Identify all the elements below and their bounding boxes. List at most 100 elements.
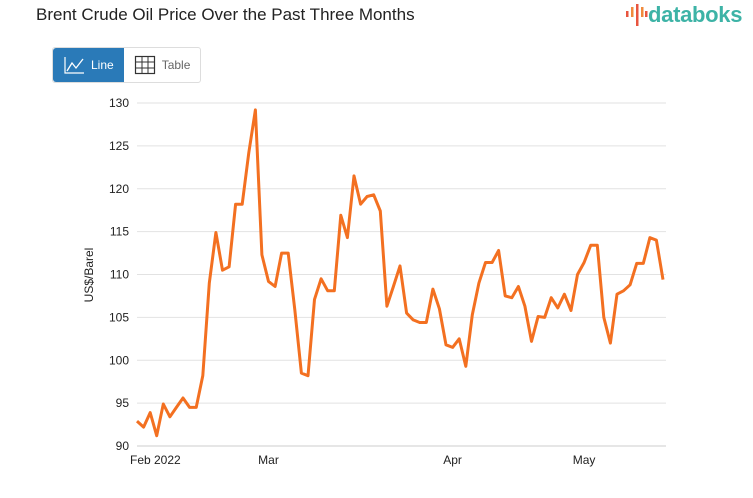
data-point[interactable] <box>397 263 403 269</box>
data-point[interactable] <box>482 259 488 265</box>
data-point[interactable] <box>384 303 390 309</box>
data-point[interactable] <box>371 192 377 198</box>
data-point[interactable] <box>647 235 653 241</box>
data-point[interactable] <box>285 250 291 256</box>
data-point[interactable] <box>463 363 469 369</box>
data-point[interactable] <box>279 250 285 256</box>
data-point[interactable] <box>522 303 528 309</box>
data-point[interactable] <box>529 338 535 344</box>
data-point[interactable] <box>561 291 567 297</box>
data-point[interactable] <box>423 320 429 326</box>
data-point[interactable] <box>430 286 436 292</box>
data-point[interactable] <box>187 404 193 410</box>
y-axis-title: US$/Barel <box>82 248 96 303</box>
data-point[interactable] <box>515 284 521 290</box>
data-point[interactable] <box>588 242 594 248</box>
logo-bars-icon <box>626 4 648 26</box>
data-point[interactable] <box>344 235 350 241</box>
y-tick-label: 100 <box>109 353 129 367</box>
y-tick-label: 95 <box>116 396 130 410</box>
x-tick-label: Feb 2022 <box>130 453 181 467</box>
data-point[interactable] <box>305 373 311 379</box>
data-point[interactable] <box>390 284 396 290</box>
data-point[interactable] <box>634 260 640 266</box>
data-point[interactable] <box>509 295 515 301</box>
data-point[interactable] <box>193 404 199 410</box>
data-point[interactable] <box>325 288 331 294</box>
line-view-button[interactable]: Line <box>53 48 124 82</box>
data-point[interactable] <box>160 401 166 407</box>
data-point[interactable] <box>594 242 600 248</box>
data-point[interactable] <box>167 414 173 420</box>
data-point[interactable] <box>614 291 620 297</box>
data-point[interactable] <box>318 276 324 282</box>
data-point[interactable] <box>364 193 370 199</box>
logo-text: databoks <box>648 2 743 27</box>
data-point[interactable] <box>555 305 561 311</box>
data-point[interactable] <box>404 310 410 316</box>
data-point[interactable] <box>233 201 239 207</box>
data-point[interactable] <box>502 293 508 299</box>
data-point[interactable] <box>180 395 186 401</box>
data-point[interactable] <box>252 107 258 113</box>
table-view-button[interactable]: Table <box>124 48 201 82</box>
data-point[interactable] <box>246 150 252 156</box>
databoks-logo[interactable]: databoks <box>624 2 742 28</box>
y-tick-label: 125 <box>109 139 129 153</box>
data-point[interactable] <box>259 252 265 258</box>
data-point[interactable] <box>213 229 219 235</box>
data-point[interactable] <box>219 267 225 273</box>
data-point[interactable] <box>134 418 140 424</box>
data-point[interactable] <box>206 280 212 286</box>
data-point[interactable] <box>627 282 633 288</box>
data-point[interactable] <box>312 296 318 302</box>
data-point[interactable] <box>410 317 416 323</box>
data-point[interactable] <box>377 208 383 214</box>
data-point[interactable] <box>575 272 581 278</box>
data-point[interactable] <box>358 201 364 207</box>
data-point[interactable] <box>351 173 357 179</box>
data-point[interactable] <box>154 433 160 439</box>
data-point[interactable] <box>436 306 442 312</box>
data-point[interactable] <box>266 278 272 284</box>
data-point[interactable] <box>476 280 482 286</box>
data-point[interactable] <box>226 264 232 270</box>
data-point[interactable] <box>456 336 462 342</box>
data-point[interactable] <box>489 259 495 265</box>
data-point[interactable] <box>542 314 548 320</box>
data-point[interactable] <box>141 424 147 430</box>
data-point[interactable] <box>601 314 607 320</box>
data-point[interactable] <box>147 410 153 416</box>
data-point[interactable] <box>443 342 449 348</box>
data-point[interactable] <box>200 373 206 379</box>
data-point[interactable] <box>239 201 245 207</box>
data-point[interactable] <box>653 237 659 243</box>
data-point[interactable] <box>548 295 554 301</box>
y-tick-label: 130 <box>109 96 129 110</box>
x-tick-label: Mar <box>258 453 279 467</box>
data-point[interactable] <box>272 284 278 290</box>
line-view-label: Line <box>91 58 114 72</box>
data-point[interactable] <box>469 312 475 318</box>
data-point[interactable] <box>450 344 456 350</box>
data-point[interactable] <box>298 370 304 376</box>
data-point[interactable] <box>607 340 613 346</box>
data-point[interactable] <box>568 308 574 314</box>
data-point[interactable] <box>621 288 627 294</box>
line-chart-icon <box>64 57 84 74</box>
x-tick-label: Apr <box>443 453 462 467</box>
data-point[interactable] <box>292 307 298 313</box>
data-point[interactable] <box>640 260 646 266</box>
data-point[interactable] <box>338 212 344 218</box>
y-tick-label: 115 <box>110 225 129 239</box>
data-point[interactable] <box>496 247 502 253</box>
data-point[interactable] <box>581 259 587 265</box>
data-point[interactable] <box>173 404 179 410</box>
data-point[interactable] <box>417 320 423 326</box>
table-view-label: Table <box>161 58 191 72</box>
data-point[interactable] <box>535 314 541 320</box>
data-point[interactable] <box>660 277 666 283</box>
view-toggle: Line Table <box>52 47 202 83</box>
data-point[interactable] <box>331 288 337 294</box>
